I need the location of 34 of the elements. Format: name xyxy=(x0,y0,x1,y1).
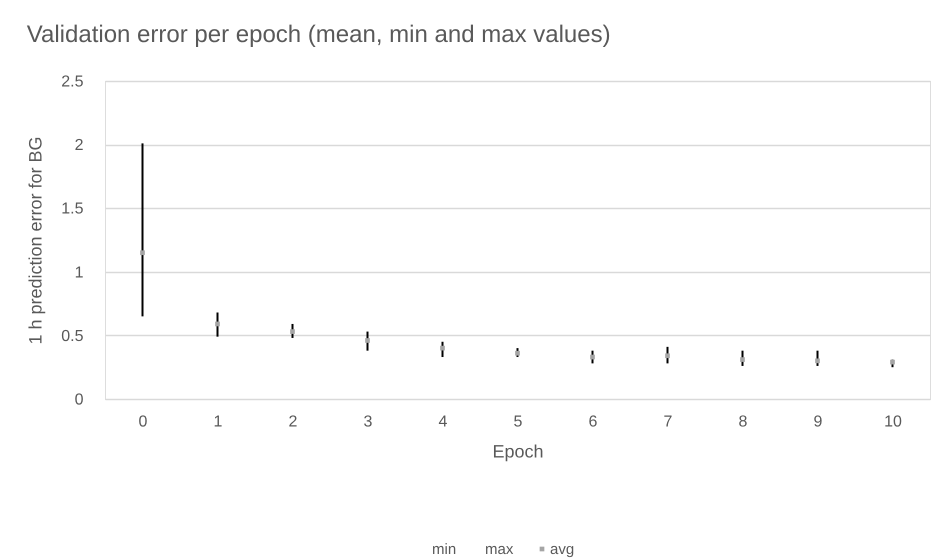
x-tick-label: 3 xyxy=(364,414,373,430)
point xyxy=(590,354,595,360)
point xyxy=(515,350,520,356)
point xyxy=(890,360,895,364)
y-tick-label: 2.5 xyxy=(61,74,84,90)
x-tick-label: 5 xyxy=(514,414,523,430)
x-tick-label: 0 xyxy=(138,414,148,430)
x-tick-label: 1 xyxy=(214,414,223,430)
y-tick-label: 1.5 xyxy=(61,200,84,218)
point xyxy=(440,346,445,350)
legend-label: avg xyxy=(550,541,574,558)
y-tick-label: 1 xyxy=(74,264,84,282)
y-tick-label: 0 xyxy=(74,392,84,408)
text: max xyxy=(485,541,514,558)
point xyxy=(665,353,670,358)
point xyxy=(365,338,370,343)
point xyxy=(215,322,220,326)
x-tick-label: 4 xyxy=(438,414,448,430)
point xyxy=(815,358,820,364)
x-tick-label: 9 xyxy=(814,414,823,430)
x-tick-label: 7 xyxy=(664,414,673,430)
text: min xyxy=(432,541,456,558)
point xyxy=(290,329,295,334)
x-axis-title: Epoch xyxy=(492,442,544,462)
point xyxy=(140,250,145,256)
y-tick-label: 2 xyxy=(74,137,84,154)
point xyxy=(740,357,745,362)
x-tick-label: 2 xyxy=(288,414,298,430)
x-tick-label: 10 xyxy=(884,414,902,430)
x-tick-label: 8 xyxy=(738,414,748,430)
chart-title: Validation error per epoch (mean, min and max values) xyxy=(26,21,611,48)
y-tick-label: 0.5 xyxy=(61,328,84,345)
y-axis-title: 1 h prediction error for BG xyxy=(25,136,46,345)
x-tick-label: 6 xyxy=(588,414,598,430)
